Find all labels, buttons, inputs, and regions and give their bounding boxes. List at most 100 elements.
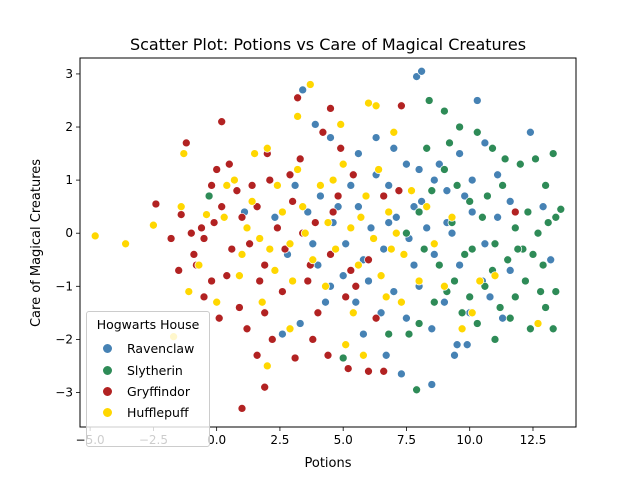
data-point-ravenclaw xyxy=(333,202,343,212)
data-point-hufflepuff xyxy=(242,223,252,233)
data-point-ravenclaw xyxy=(341,239,351,249)
data-point-hufflepuff xyxy=(414,276,424,286)
data-point-slytherin xyxy=(480,281,490,291)
data-point-hufflepuff xyxy=(321,281,330,291)
data-point-slytherin xyxy=(505,313,515,323)
data-point-gryffindor xyxy=(273,223,282,233)
data-point-ravenclaw xyxy=(397,369,406,379)
data-point-hufflepuff xyxy=(323,218,333,227)
data-point-hufflepuff xyxy=(184,287,194,296)
data-point-ravenclaw xyxy=(460,191,470,201)
data-point-hufflepuff xyxy=(219,212,229,222)
data-point-gryffindor xyxy=(303,276,313,286)
data-point-hufflepuff xyxy=(270,266,280,275)
data-point-ravenclaw xyxy=(270,212,280,222)
data-point-gryffindor xyxy=(333,191,343,201)
data-point-ravenclaw xyxy=(371,133,381,142)
data-point-gryffindor xyxy=(285,170,295,180)
data-point-slytherin xyxy=(429,297,439,307)
data-point-ravenclaw xyxy=(389,287,399,296)
data-point-gryffindor xyxy=(397,101,406,111)
data-point-ravenclaw xyxy=(290,181,300,190)
data-point-gryffindor xyxy=(394,186,404,196)
data-point-slytherin xyxy=(488,143,497,153)
data-point-gryffindor xyxy=(341,292,351,302)
x-tick-label: 0.0 xyxy=(207,433,226,447)
data-point-hufflepuff xyxy=(361,191,371,201)
y-tick-label: 0 xyxy=(65,226,73,240)
data-point-slytherin xyxy=(551,287,561,296)
data-point-hufflepuff xyxy=(440,281,449,291)
data-point-hufflepuff xyxy=(397,297,406,307)
data-point-hufflepuff xyxy=(447,212,457,222)
data-point-gryffindor xyxy=(295,154,305,164)
data-point-slytherin xyxy=(551,212,561,222)
data-point-gryffindor xyxy=(288,197,297,206)
data-point-ravenclaw xyxy=(480,138,490,148)
data-point-slytherin xyxy=(533,228,543,238)
data-point-ravenclaw xyxy=(409,260,419,270)
data-point-gryffindor xyxy=(217,202,227,212)
data-point-slytherin xyxy=(465,292,475,302)
data-point-ravenclaw xyxy=(326,133,335,142)
data-point-hufflepuff xyxy=(389,127,399,137)
data-point-hufflepuff xyxy=(371,101,381,111)
data-point-gryffindor xyxy=(290,353,300,363)
data-point-hufflepuff xyxy=(316,181,325,190)
data-point-hufflepuff xyxy=(202,210,211,219)
data-point-hufflepuff xyxy=(305,80,315,89)
x-tick-label: 2.5 xyxy=(270,433,289,447)
chart-title: Scatter Plot: Potions vs Care of Magical… xyxy=(130,35,526,54)
data-point-gryffindor xyxy=(364,366,373,376)
data-point-hufflepuff xyxy=(341,340,351,350)
data-point-ravenclaw xyxy=(440,297,449,307)
data-point-slytherin xyxy=(450,276,459,286)
data-point-ravenclaw xyxy=(417,197,426,206)
data-point-ravenclaw xyxy=(467,207,477,217)
data-point-hufflepuff xyxy=(179,149,189,158)
data-point-slytherin xyxy=(467,244,477,254)
data-point-slytherin xyxy=(445,138,454,148)
data-point-hufflepuff xyxy=(533,319,543,328)
data-point-slytherin xyxy=(414,319,424,328)
data-point-slytherin xyxy=(513,244,523,254)
data-point-hufflepuff xyxy=(369,234,378,243)
data-point-gryffindor xyxy=(293,93,302,103)
data-point-hufflepuff xyxy=(285,239,295,249)
data-point-ravenclaw xyxy=(295,319,305,328)
data-point-slytherin xyxy=(412,385,421,395)
legend-item-hufflepuff: Hufflepuff xyxy=(93,404,189,420)
x-axis-label: Potions xyxy=(304,456,351,471)
data-point-gryffindor xyxy=(310,218,320,227)
data-point-ravenclaw xyxy=(316,191,325,201)
data-point-hufflepuff xyxy=(346,223,356,233)
data-point-hufflepuff xyxy=(407,186,416,196)
data-point-slytherin xyxy=(510,223,520,233)
data-point-ravenclaw xyxy=(498,313,507,323)
data-point-ravenclaw xyxy=(472,96,482,105)
data-point-ravenclaw xyxy=(351,297,361,307)
y-tick-label: 3 xyxy=(65,67,73,81)
data-point-hufflepuff xyxy=(230,175,239,185)
data-point-gryffindor xyxy=(260,308,270,318)
data-point-gryffindor xyxy=(318,127,328,137)
data-point-slytherin xyxy=(548,324,558,334)
data-point-gryffindor xyxy=(326,104,335,113)
data-point-slytherin xyxy=(422,143,432,153)
legend-marker-gryffindor xyxy=(102,385,113,397)
data-point-ravenclaw xyxy=(354,202,363,212)
data-point-hufflepuff xyxy=(235,271,244,281)
data-point-gryffindor xyxy=(209,218,219,227)
data-point-ravenclaw xyxy=(338,271,348,281)
data-point-gryffindor xyxy=(267,335,277,344)
data-point-hufflepuff xyxy=(255,234,265,243)
data-point-slytherin xyxy=(424,96,434,105)
data-point-hufflepuff xyxy=(359,350,368,360)
data-point-slytherin xyxy=(452,181,462,190)
y-axis: −3 −2 −1 0 1 2 3 xyxy=(55,67,80,399)
data-point-slytherin xyxy=(556,204,566,214)
data-point-hufflepuff xyxy=(384,207,394,217)
x-tick-label: 12.5 xyxy=(520,433,547,447)
data-point-slytherin xyxy=(404,329,414,339)
data-point-slytherin xyxy=(384,329,394,339)
